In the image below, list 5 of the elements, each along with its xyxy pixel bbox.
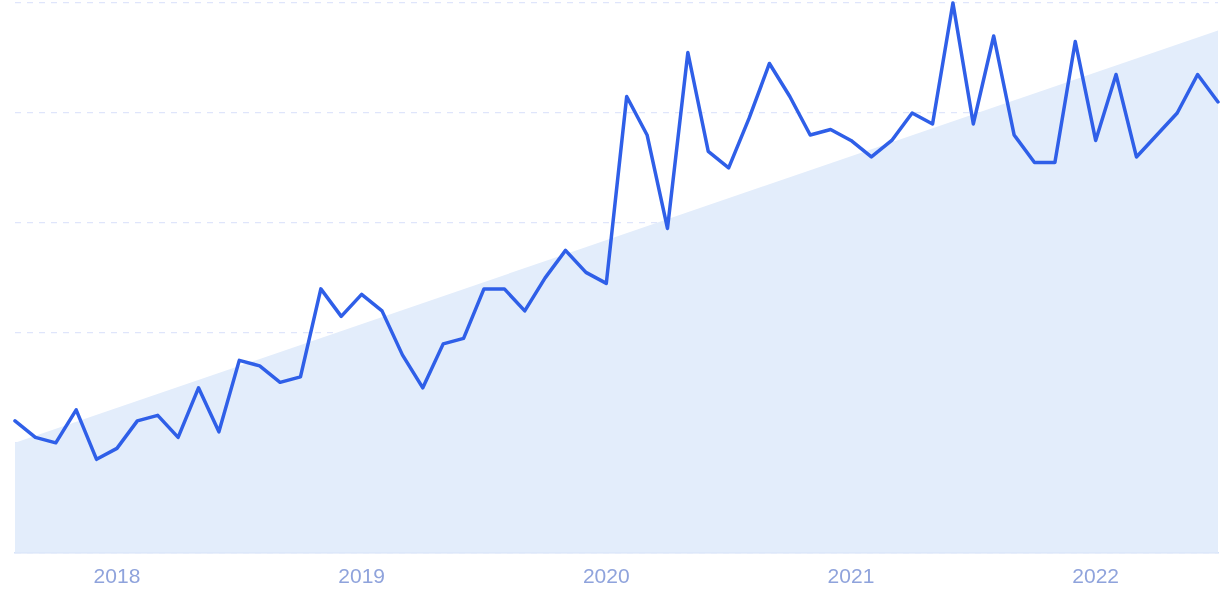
x-tick-label: 2020: [582, 564, 630, 588]
x-tick-label: 2019: [338, 564, 385, 588]
x-tick-label: 2021: [827, 564, 875, 588]
x-tick-label: 2018: [93, 564, 141, 588]
x-tick-label: 2022: [1072, 564, 1120, 588]
